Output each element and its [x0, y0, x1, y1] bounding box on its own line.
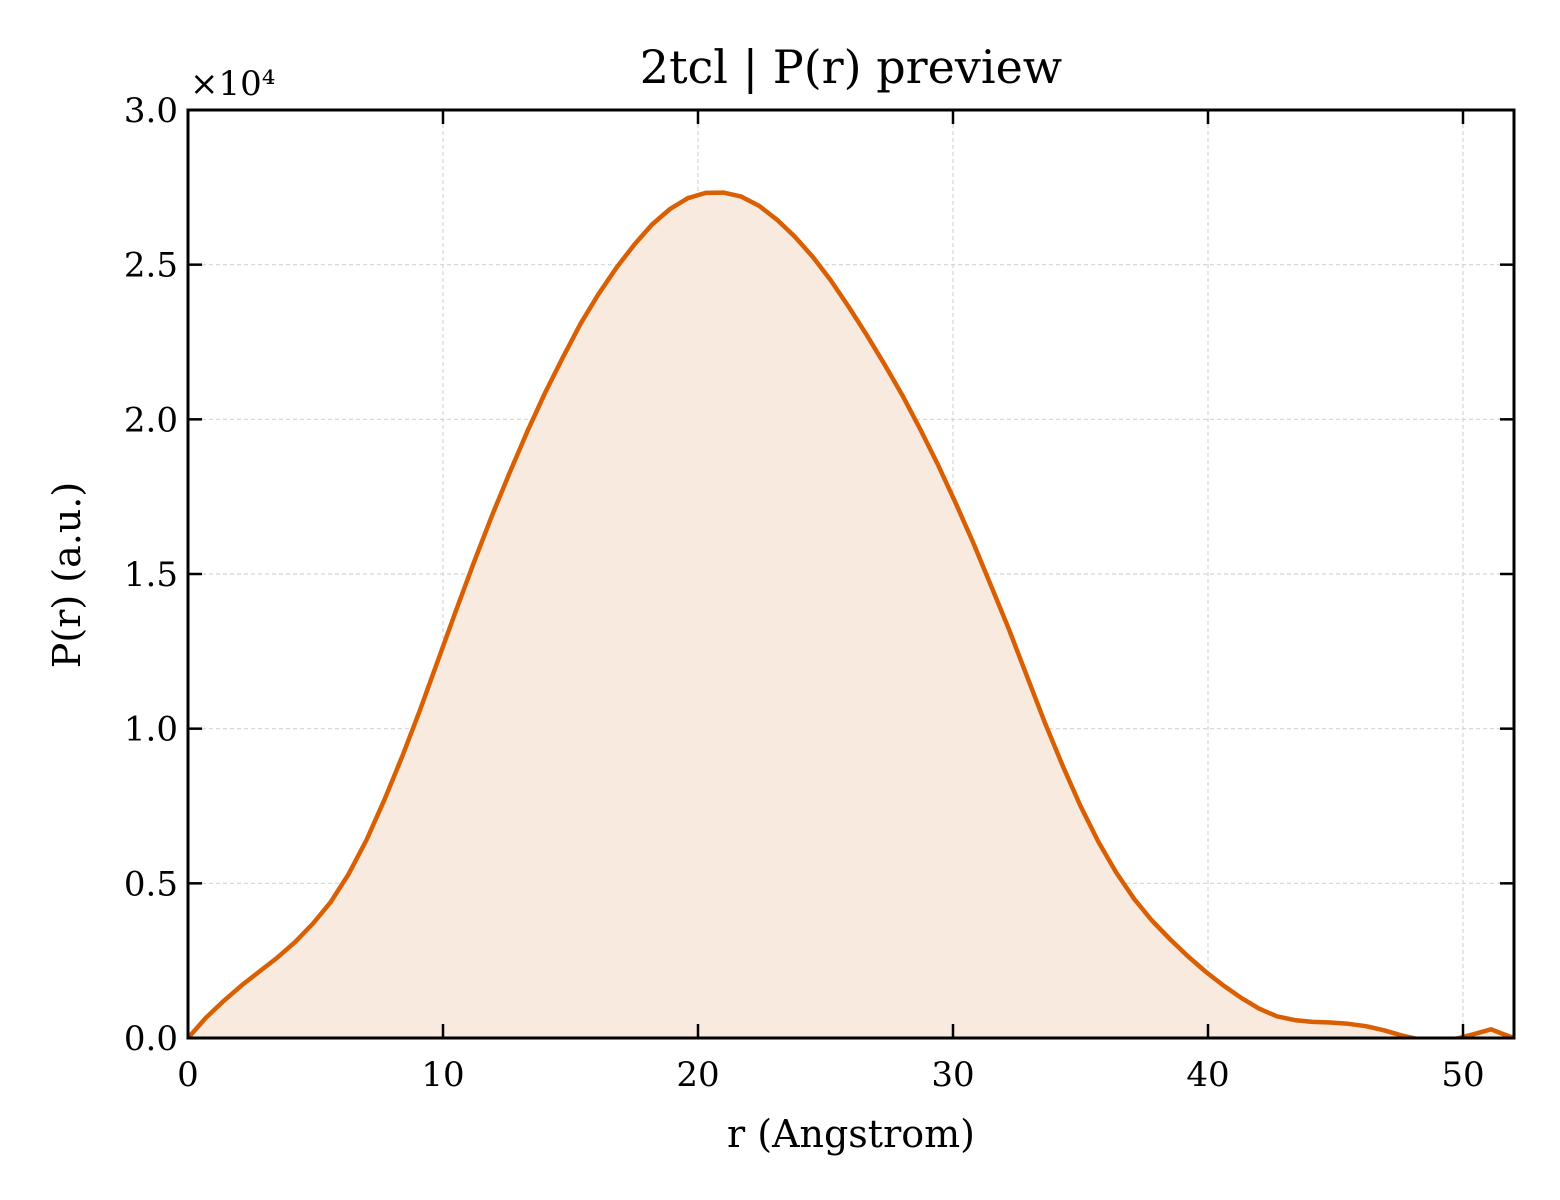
- y-tick-label: 3.0: [124, 91, 178, 131]
- x-tick-label: 50: [1441, 1055, 1484, 1095]
- axis-ticks: 0 10 20 30 40 50 0.0 0.5 1.0 1.5 2.0 2.5 3.0: [124, 91, 1514, 1095]
- x-tick-label: 30: [931, 1055, 974, 1095]
- x-tick-label: 0: [177, 1055, 199, 1095]
- y-tick-label: 1.5: [124, 555, 178, 595]
- y-tick-label: 2.0: [124, 400, 178, 440]
- plot-frame: [186, 108, 1516, 1040]
- y-tick-label: 0.5: [124, 864, 178, 904]
- chart-title: 2tcl | P(r) preview: [640, 40, 1062, 94]
- y-axis-label: P(r) (a.u.): [45, 482, 89, 668]
- x-tick-label: 20: [676, 1055, 719, 1095]
- y-tick-label: 1.0: [124, 710, 178, 750]
- y-tick-label: 2.5: [124, 246, 178, 286]
- x-tick-label: 40: [1186, 1055, 1229, 1095]
- x-axis-label: r (Angstrom): [727, 1112, 975, 1156]
- pr-area-fill: [188, 192, 1514, 1038]
- x-tick-label: 10: [421, 1055, 464, 1095]
- pr-series-line: [188, 190, 1514, 1038]
- y-axis-multiplier: ×10⁴: [190, 64, 275, 104]
- y-tick-label: 0.0: [124, 1019, 178, 1059]
